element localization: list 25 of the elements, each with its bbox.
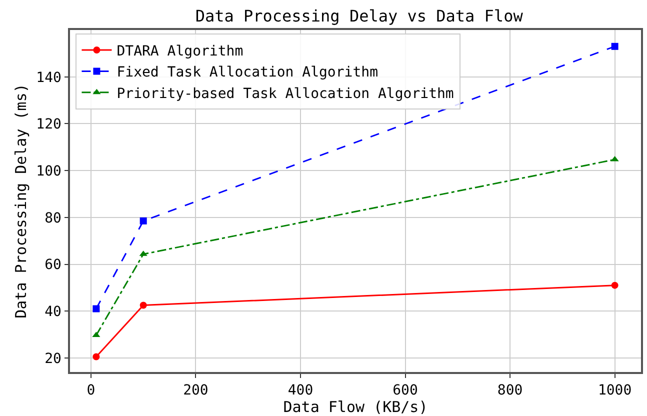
point — [140, 217, 147, 224]
y-tick-label: 140 — [36, 70, 62, 86]
y-tick-label: 100 — [36, 163, 62, 180]
x-axis-title: Data Flow (KB/s) — [283, 398, 428, 416]
y-axis-title: Data Processing Delay (ms) — [12, 84, 30, 318]
legend-label: Fixed Task Allocation Algorithm — [116, 64, 378, 81]
x-tick-label: 600 — [392, 382, 418, 399]
legend-label: DTARA Algorithm — [116, 43, 244, 60]
x-tick-label: 800 — [497, 382, 523, 399]
point — [140, 302, 147, 309]
x-tick-label: 0 — [86, 382, 96, 399]
point — [92, 305, 100, 312]
y-tick-label: 60 — [44, 257, 62, 274]
point — [611, 282, 618, 289]
x-tick-label: 200 — [183, 382, 208, 399]
y-tick-label: 80 — [44, 210, 62, 226]
x-tick-label: 1000 — [598, 382, 632, 399]
legend-label: Priority-based Task Allocation Algorithm — [116, 86, 454, 102]
y-tick-label: 120 — [36, 116, 62, 133]
y-tick-label: 20 — [44, 350, 62, 367]
point — [92, 353, 100, 360]
point — [611, 42, 618, 50]
chart-title: Data Processing Delay vs Data Flow — [195, 6, 524, 26]
x-tick-label: 400 — [288, 382, 314, 399]
y-tick-label: 40 — [44, 304, 62, 320]
